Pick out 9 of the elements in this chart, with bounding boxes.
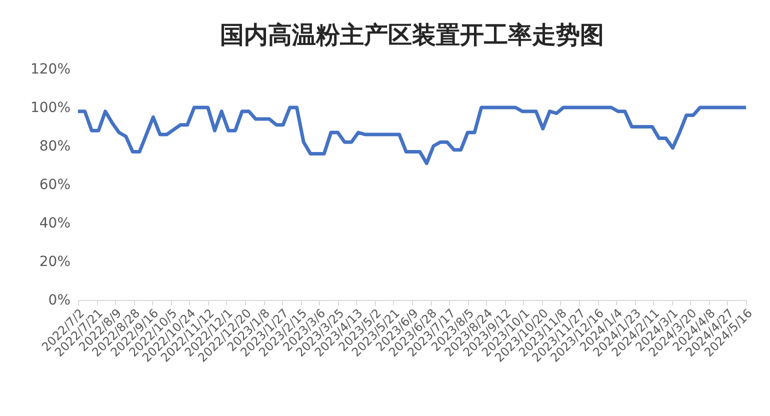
y-tick-label: 60%: [39, 177, 70, 193]
line-series: [76, 106, 748, 166]
y-tick-label: 80%: [39, 138, 70, 154]
y-tick-label: 20%: [39, 254, 70, 270]
y-tick-label: 40%: [39, 216, 70, 232]
chart-title: 国内高温粉主产区装置开工率走势图: [220, 20, 604, 49]
y-tick-label: 100%: [30, 100, 70, 116]
y-tick-label: 120%: [30, 62, 70, 78]
y-tick-label: 0%: [48, 292, 70, 308]
